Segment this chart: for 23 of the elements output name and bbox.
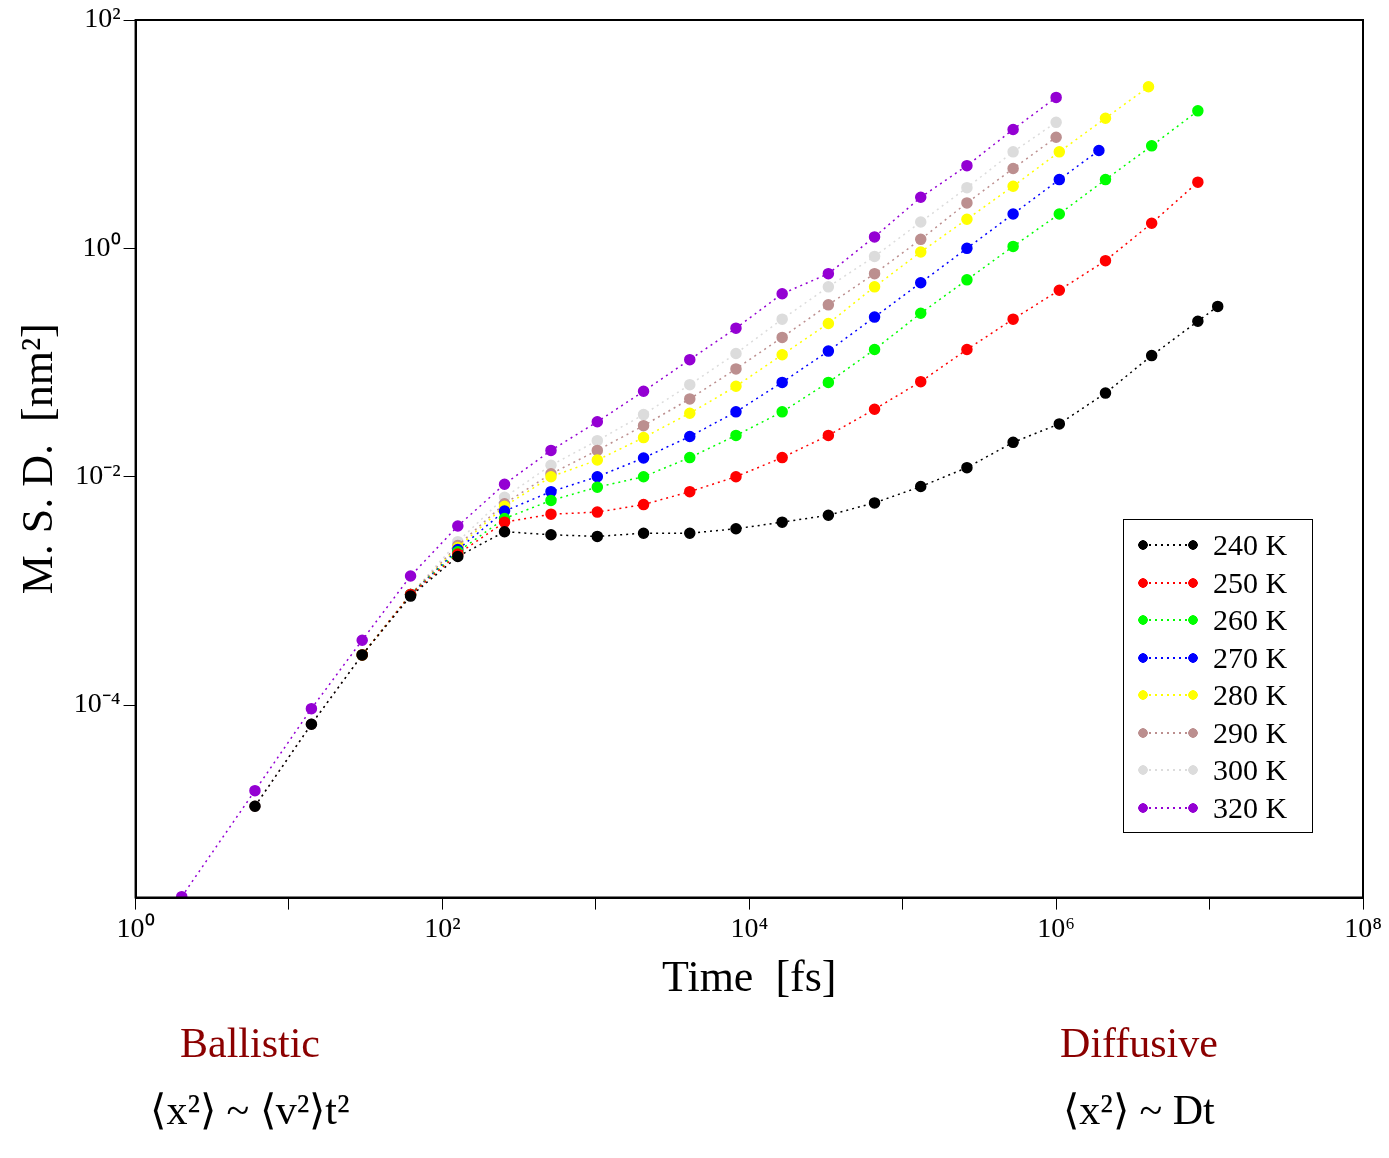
x-tick-label: 10²	[424, 911, 461, 943]
text: ⟨x²⟩ ~ Dt	[1062, 1086, 1216, 1136]
text: Ballistic	[179, 1019, 321, 1068]
text: ⟨x²⟩ ~ ⟨v²⟩t²	[149, 1086, 351, 1136]
x-tick-label: 10⁶	[1037, 911, 1076, 943]
legend-label: 240 K	[1213, 528, 1288, 563]
x-axis-title: Time [fs]	[662, 952, 837, 1002]
x-tick-label: 10⁸	[1344, 911, 1382, 943]
x-tick-label: 10⁰	[116, 911, 155, 943]
legend-label: 290 K	[1213, 715, 1288, 750]
y-axis-title: M. S. D. [nm²]	[12, 323, 62, 595]
text: Diffusive	[1059, 1019, 1219, 1068]
legend-label: 250 K	[1213, 565, 1288, 600]
legend-label: 270 K	[1213, 640, 1288, 675]
y-tick-label: 10²	[84, 2, 121, 34]
y-tick-label: 10⁰	[82, 230, 121, 262]
y-tick-label: 10⁻⁴	[73, 687, 121, 719]
y-tick-label: 10⁻²	[75, 459, 121, 491]
legend-label: 300 K	[1213, 753, 1288, 788]
legend-label: 260 K	[1213, 603, 1288, 638]
x-tick-label: 10⁴	[730, 911, 769, 943]
legend-label: 280 K	[1213, 678, 1288, 713]
legend-label: 320 K	[1213, 790, 1288, 825]
